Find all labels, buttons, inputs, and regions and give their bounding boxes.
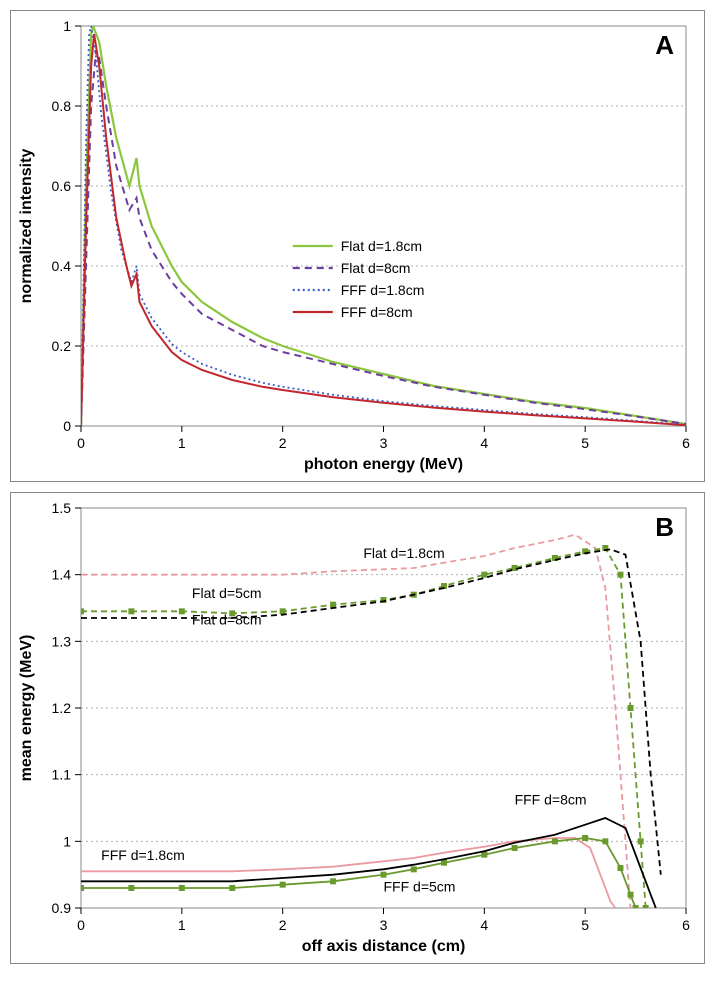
chart-a-svg: 0 1 2 3 4 5 6 0 0.2 0.4 0.6 0.8 1 photon energy (MeV)… [11,11,706,481]
series-label: FFF d=5cm [384,878,456,894]
y-tick-label: 0.9 [52,900,72,916]
x-tick-label: 5 [581,435,589,451]
panel-letter: A [655,30,674,60]
figure-container: 0 1 2 3 4 5 6 0 0.2 0.4 0.6 0.8 1 photon energy (MeV)… [10,10,705,964]
series-label: FFF d=8cm [515,792,587,808]
series-label: Flat d=5cm [192,585,262,601]
panel-letter: B [655,512,674,542]
x-tick-label: 3 [380,917,388,933]
x-tick-label: 6 [682,917,690,933]
y-tick-label: 1.5 [52,500,72,516]
y-axis-label: normalized intensity [18,149,35,304]
legend-label: Flat d=8cm [341,260,411,276]
x-tick-label: 4 [480,435,488,451]
x-tick-label: 4 [480,917,488,933]
x-tick-label: 1 [178,435,186,451]
x-tick-label: 1 [178,917,186,933]
y-tick-label: 1.2 [52,700,72,716]
x-axis-label: photon energy (MeV) [304,456,463,473]
legend-label: FFF d=8cm [341,304,413,320]
series-label: Flat d=1.8cm [363,545,444,561]
y-tick-label: 0.2 [52,338,72,354]
x-tick-label: 6 [682,435,690,451]
x-tick-label: 3 [380,435,388,451]
y-tick-label: 1 [63,18,71,34]
y-tick-label: 0.8 [52,98,72,114]
series-label: FFF d=1.8cm [101,847,185,863]
y-tick-label: 1 [63,833,71,849]
x-tick-label: 0 [77,435,85,451]
x-tick-label: 2 [279,917,287,933]
legend-label: Flat d=1.8cm [341,238,422,254]
y-tick-label: 0 [63,418,71,434]
y-tick-label: 1.4 [52,567,72,583]
x-tick-label: 5 [581,917,589,933]
panel-a: 0 1 2 3 4 5 6 0 0.2 0.4 0.6 0.8 1 photon energy (MeV)… [10,10,705,482]
y-tick-label: 1.3 [52,633,72,649]
y-axis-label: mean energy (MeV) [18,635,35,782]
y-tick-label: 1.1 [52,767,72,783]
legend-label: FFF d=1.8cm [341,282,425,298]
y-tick-label: 0.4 [52,258,72,274]
y-tick-label: 0.6 [52,178,72,194]
panel-b: 0 1 2 3 4 5 6 0.9 1 1.1 1.2 1.3 1.4 1.5 off axis dista… [10,492,705,964]
x-tick-label: 2 [279,435,287,451]
chart-b-svg: 0 1 2 3 4 5 6 0.9 1 1.1 1.2 1.3 1.4 1.5 off axis dista… [11,493,706,963]
x-axis-label: off axis distance (cm) [302,938,466,955]
x-tick-label: 0 [77,917,85,933]
series-label: Flat d=8cm [192,612,262,628]
